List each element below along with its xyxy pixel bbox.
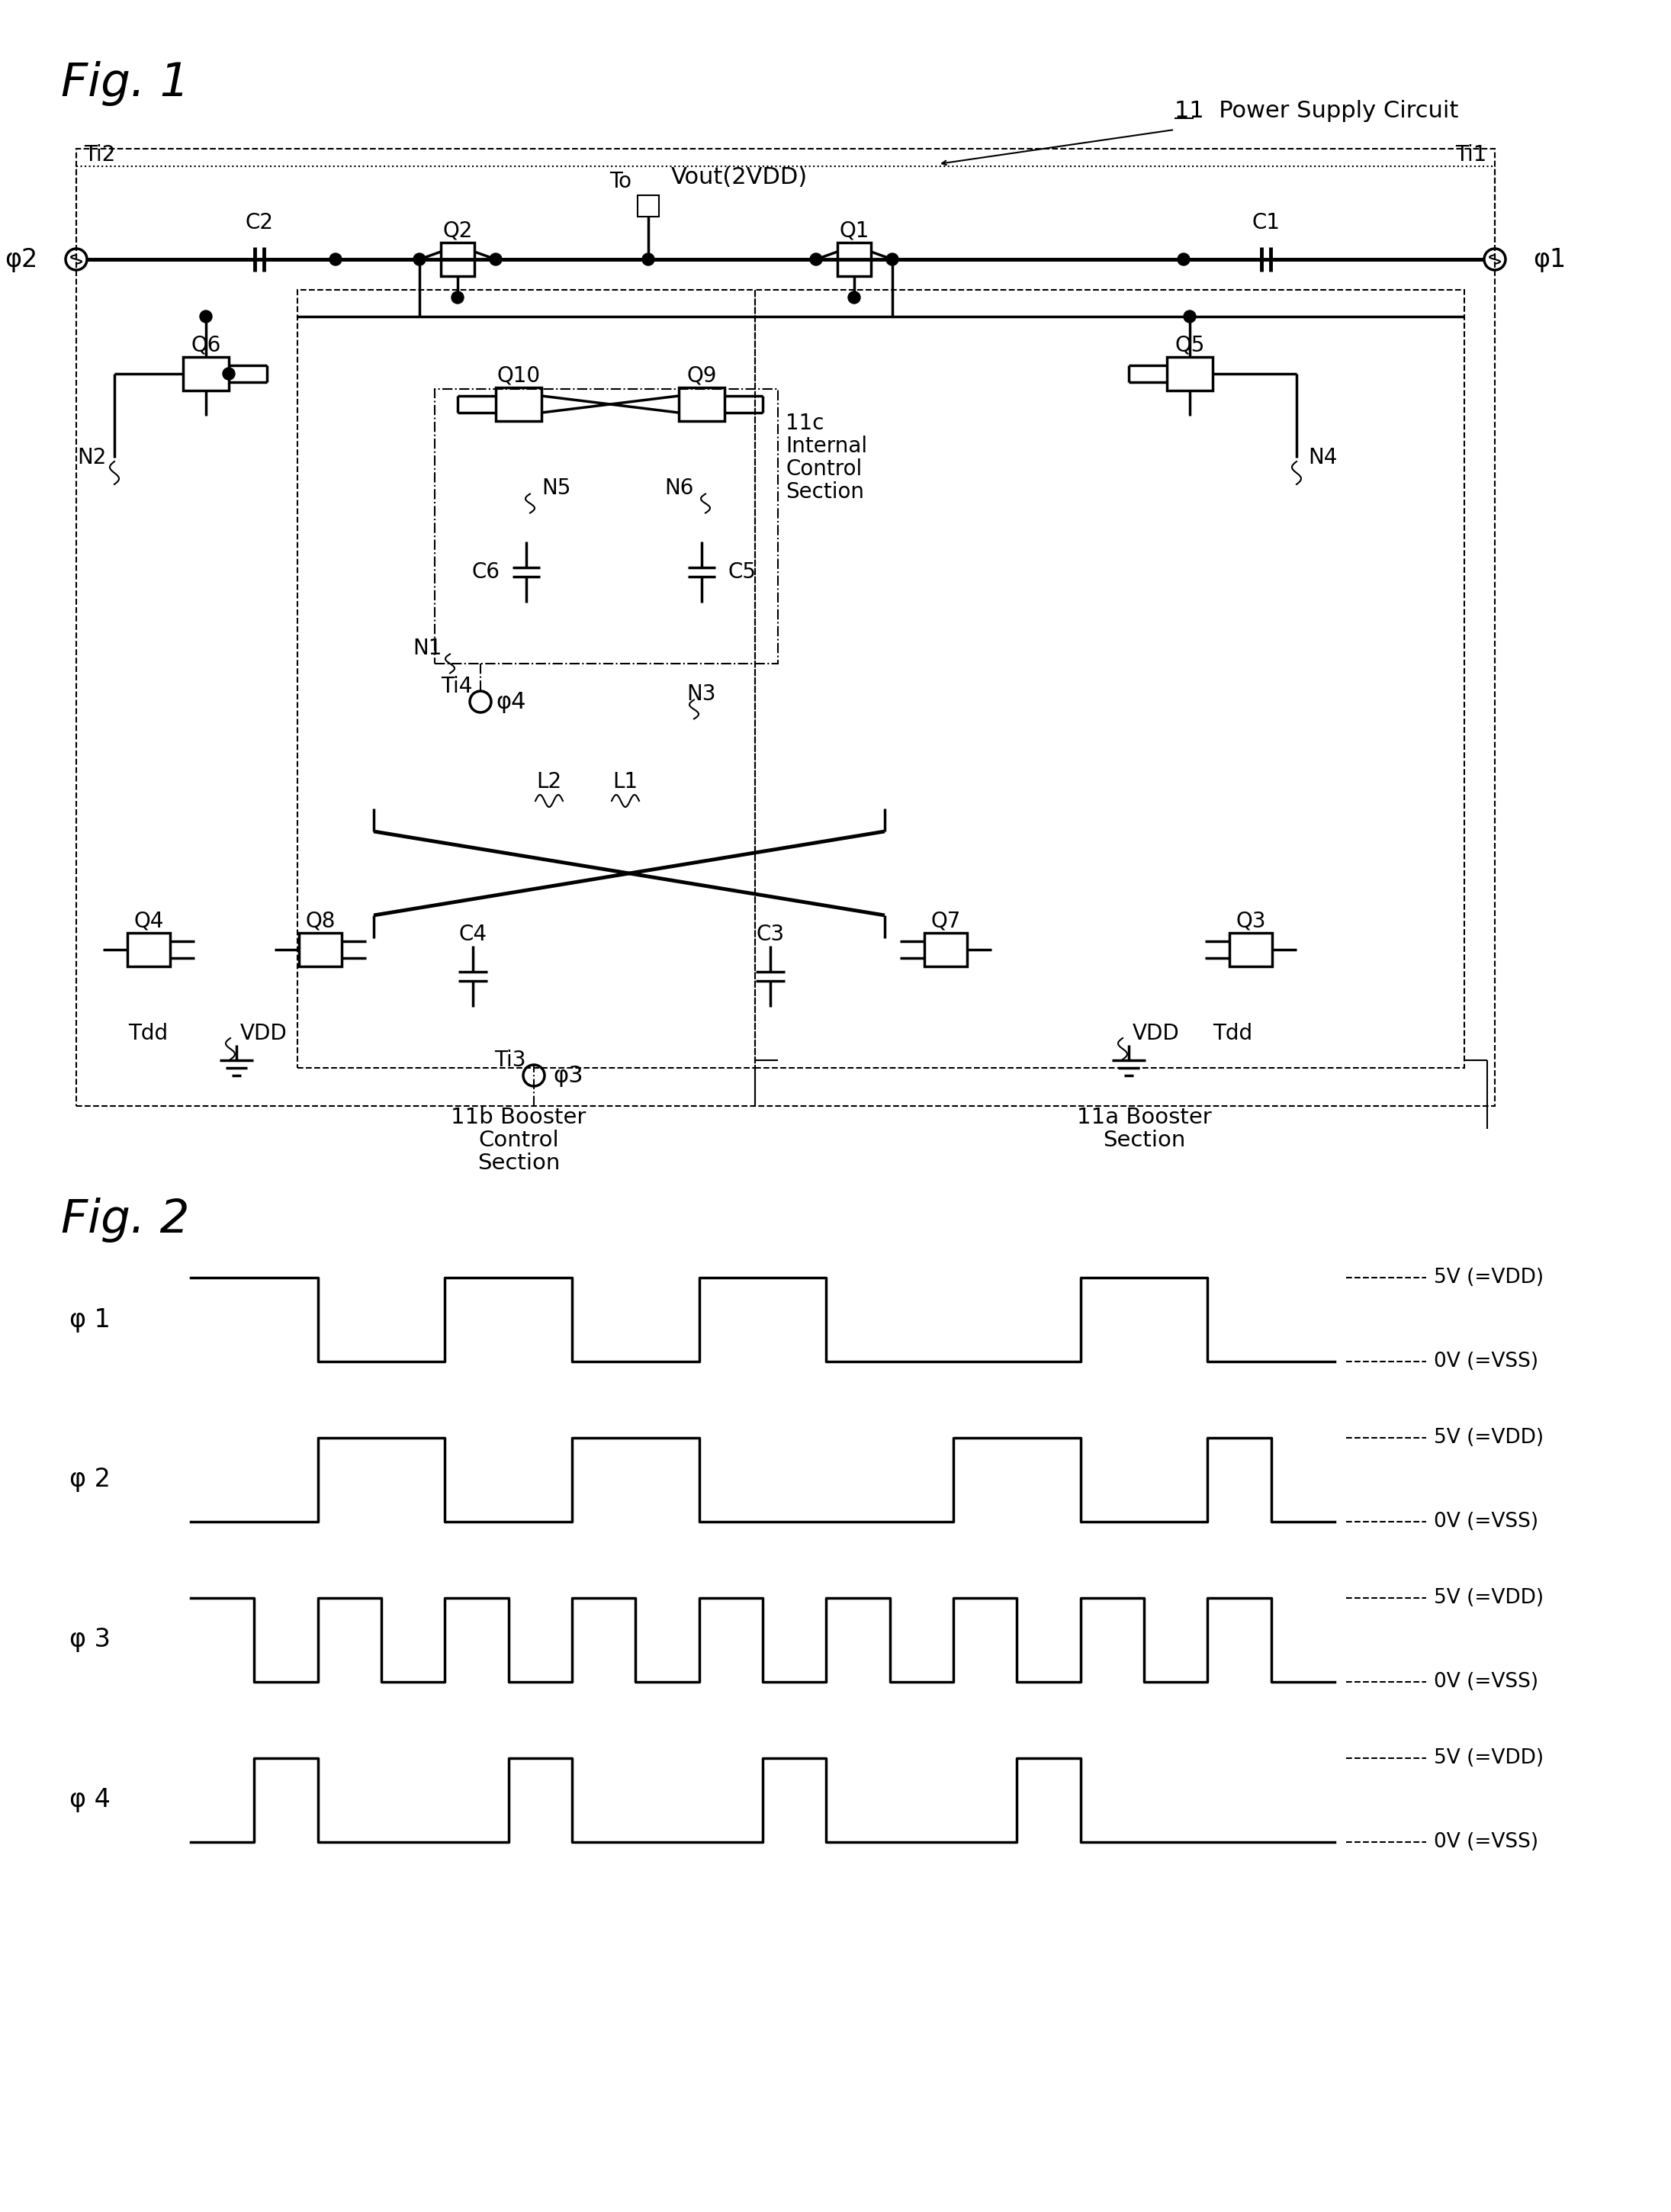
Text: Q8: Q8 xyxy=(306,909,336,931)
Text: φ1: φ1 xyxy=(1532,248,1566,272)
Text: Q2: Q2 xyxy=(443,219,473,241)
Text: Tdd: Tdd xyxy=(129,1022,167,1044)
Text: 5V (=VDD): 5V (=VDD) xyxy=(1434,1267,1544,1287)
Text: Tdd: Tdd xyxy=(1213,1022,1252,1044)
Text: C4: C4 xyxy=(460,925,486,945)
Text: 0V (=VSS): 0V (=VSS) xyxy=(1434,1511,1539,1531)
Text: 11a Booster: 11a Booster xyxy=(1076,1106,1211,1128)
Text: Section: Section xyxy=(785,482,864,502)
Circle shape xyxy=(451,292,463,303)
Text: φ 2: φ 2 xyxy=(70,1467,110,1493)
Text: φ 1: φ 1 xyxy=(70,1307,110,1332)
Circle shape xyxy=(222,367,236,380)
Text: N3: N3 xyxy=(687,684,715,706)
Text: N6: N6 xyxy=(665,478,693,500)
Text: Internal: Internal xyxy=(785,436,867,458)
Bar xyxy=(297,290,755,1068)
Text: Q5: Q5 xyxy=(1175,334,1205,356)
Text: 11b Booster: 11b Booster xyxy=(451,1106,587,1128)
Bar xyxy=(441,243,475,276)
Text: N4: N4 xyxy=(1308,447,1337,469)
Circle shape xyxy=(1178,252,1190,265)
Text: Q4: Q4 xyxy=(134,909,164,931)
Text: Ti1: Ti1 xyxy=(1455,144,1487,166)
Bar xyxy=(924,933,968,967)
Bar xyxy=(755,290,1464,1068)
Text: VDD: VDD xyxy=(241,1022,287,1044)
Text: C1: C1 xyxy=(1252,212,1280,234)
Bar xyxy=(837,243,871,276)
Text: VDD: VDD xyxy=(1133,1022,1180,1044)
Bar xyxy=(434,389,779,664)
Text: φ4: φ4 xyxy=(496,690,526,712)
Circle shape xyxy=(886,252,899,265)
Text: Control: Control xyxy=(785,458,862,480)
Text: Fig. 1: Fig. 1 xyxy=(62,62,189,106)
Circle shape xyxy=(810,252,822,265)
Text: Q3: Q3 xyxy=(1237,909,1267,931)
Text: L2: L2 xyxy=(536,772,561,792)
Text: C3: C3 xyxy=(757,925,784,945)
Text: N1: N1 xyxy=(413,637,443,659)
Text: C5: C5 xyxy=(729,562,757,582)
Text: 5V (=VDD): 5V (=VDD) xyxy=(1434,1429,1544,1447)
Text: 0V (=VSS): 0V (=VSS) xyxy=(1434,1352,1539,1371)
Text: Section: Section xyxy=(478,1152,560,1175)
Bar xyxy=(638,195,658,217)
Text: Q9: Q9 xyxy=(687,365,717,385)
Text: Q1: Q1 xyxy=(839,219,869,241)
Bar xyxy=(1166,356,1213,392)
Text: φ2: φ2 xyxy=(5,248,38,272)
Text: N2: N2 xyxy=(77,447,107,469)
Bar xyxy=(678,387,725,420)
Bar xyxy=(127,933,170,967)
Circle shape xyxy=(490,252,501,265)
Text: 11c: 11c xyxy=(785,414,824,434)
Circle shape xyxy=(413,252,426,265)
Circle shape xyxy=(329,252,341,265)
Text: Section: Section xyxy=(1103,1130,1185,1150)
Text: Q10: Q10 xyxy=(496,365,540,385)
Text: Fig. 2: Fig. 2 xyxy=(62,1197,189,1243)
Bar xyxy=(496,387,541,420)
Circle shape xyxy=(642,252,655,265)
Text: 5V (=VDD): 5V (=VDD) xyxy=(1434,1588,1544,1608)
Bar xyxy=(1230,933,1272,967)
Text: Q7: Q7 xyxy=(931,909,961,931)
Text: L1: L1 xyxy=(613,772,638,792)
Bar xyxy=(77,148,1496,1106)
Text: φ 3: φ 3 xyxy=(70,1628,110,1652)
Circle shape xyxy=(849,292,861,303)
Text: Q6: Q6 xyxy=(190,334,221,356)
Text: C6: C6 xyxy=(471,562,500,582)
Circle shape xyxy=(1183,310,1196,323)
Text: Ti3: Ti3 xyxy=(495,1048,526,1071)
Text: Vout(2VDD): Vout(2VDD) xyxy=(672,166,807,188)
Text: Ti2: Ti2 xyxy=(84,144,115,166)
Text: Ti4: Ti4 xyxy=(441,677,473,697)
Bar xyxy=(299,933,341,967)
Text: 5V (=VDD): 5V (=VDD) xyxy=(1434,1747,1544,1767)
Text: To: To xyxy=(610,170,632,192)
Text: 11  Power Supply Circuit: 11 Power Supply Circuit xyxy=(1175,100,1459,122)
Text: C2: C2 xyxy=(246,212,274,234)
Text: 0V (=VSS): 0V (=VSS) xyxy=(1434,1832,1539,1851)
Text: φ3: φ3 xyxy=(553,1064,583,1086)
Text: N5: N5 xyxy=(541,478,571,500)
Circle shape xyxy=(201,310,212,323)
Text: Control: Control xyxy=(478,1130,558,1150)
Bar xyxy=(184,356,229,392)
Text: 0V (=VSS): 0V (=VSS) xyxy=(1434,1672,1539,1692)
Text: φ 4: φ 4 xyxy=(70,1787,110,1812)
